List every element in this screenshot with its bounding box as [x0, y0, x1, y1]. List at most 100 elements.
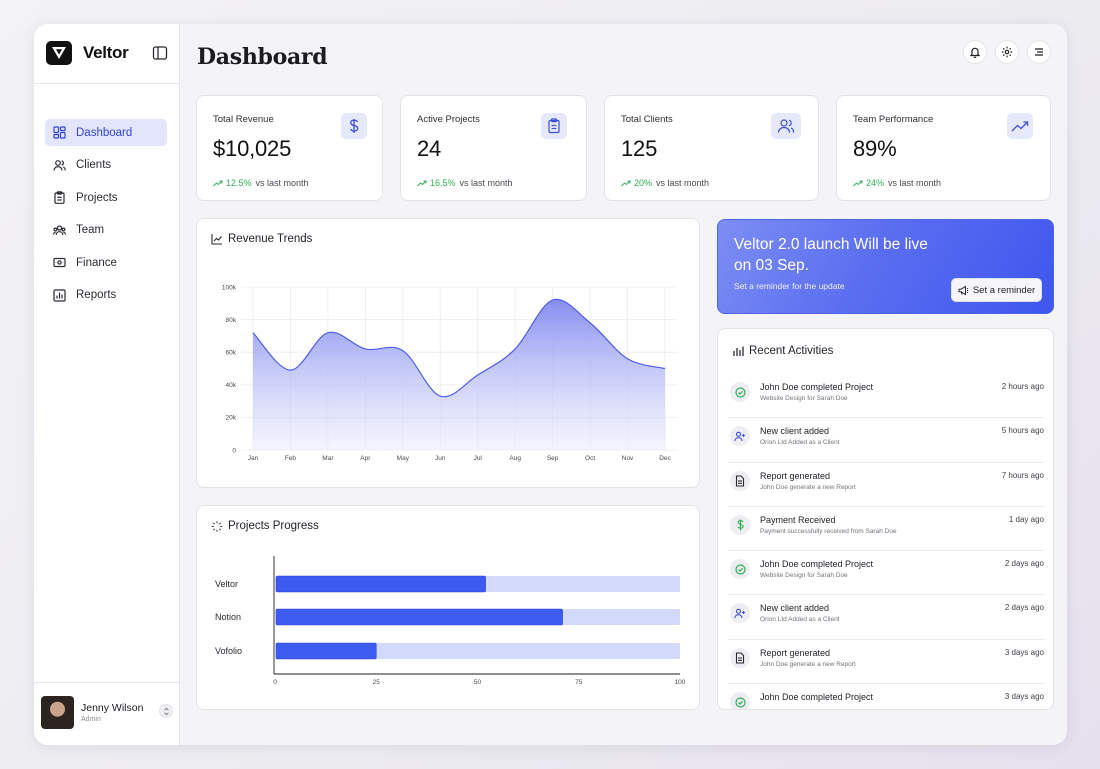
gear-icon[interactable]	[995, 40, 1019, 64]
brand-logo-icon	[46, 41, 72, 65]
user-name: Jenny Wilson	[81, 701, 144, 714]
sidebar-item-projects[interactable]: Projects	[45, 184, 167, 211]
sidebar-item-reports[interactable]: Reports	[45, 282, 167, 309]
x-tick-label: Mar	[322, 455, 334, 462]
brand[interactable]: Veltor	[46, 40, 129, 66]
check-circle-icon	[730, 692, 750, 709]
sidebar-item-finance[interactable]: Finance	[45, 249, 167, 276]
progress-bar[interactable]	[275, 575, 486, 593]
trending-up-icon	[213, 180, 223, 186]
progress-title: Projects Progress	[228, 520, 319, 532]
trending-up-icon	[417, 180, 427, 186]
x-tick-label: Apr	[360, 455, 371, 462]
chevron-updown-icon[interactable]	[159, 704, 173, 718]
y-tick-label: 20k	[226, 415, 237, 422]
sidebar-nav: Dashboard Clients Projects Team	[45, 119, 167, 314]
progress-bar[interactable]	[275, 608, 563, 626]
activity-item[interactable]: John Doe completed Project 3 days ago	[728, 684, 1044, 709]
stat-delta: 12.5% vs last month	[213, 178, 309, 188]
stat-label: Total Revenue	[213, 114, 274, 125]
activity-time: 3 days ago	[1004, 692, 1044, 702]
sidebar-item-team[interactable]: Team	[45, 217, 167, 244]
activity-item[interactable]: John Doe completed Project Website Design…	[728, 374, 1044, 419]
stat-card-revenue: Total Revenue $10,025 12.5% vs last mont…	[196, 95, 383, 201]
activity-title: John Doe completed Project	[760, 382, 874, 392]
activity-item[interactable]: Report generated John Doe generate a new …	[728, 463, 1044, 507]
activity-time: 7 hours ago	[1001, 470, 1044, 480]
x-tick-label: Nov	[622, 455, 634, 462]
activity-subtitle: Orion Ltd Added as a Client	[760, 439, 840, 447]
activity-list: John Doe completed Project Website Design…	[728, 374, 1044, 709]
activity-item[interactable]: John Doe completed Project Website Design…	[728, 551, 1044, 596]
x-tick-label: Dec	[659, 455, 671, 462]
dollar-icon	[730, 514, 750, 535]
sidebar-item-label: Projects	[76, 191, 118, 204]
check-circle-icon	[730, 382, 750, 402]
revenue-trends-panel: Revenue Trends 0 20k 40k 60k 80k 100k Jan Feb Ma…	[196, 218, 700, 488]
activity-item[interactable]: Report generated John Doe generate a new …	[728, 640, 1044, 685]
activity-title: Report generated	[760, 470, 831, 481]
x-tick-label: Feb	[285, 455, 297, 462]
launch-banner: Veltor 2.0 launch Will be live on 03 Sep…	[717, 219, 1054, 314]
file-icon	[730, 647, 750, 668]
sidebar-item-label: Team	[76, 224, 105, 236]
set-reminder-button[interactable]: Set a reminder	[951, 278, 1042, 302]
activity-item[interactable]: Payment Received Payment successfully rec…	[728, 507, 1044, 552]
activity-time: 5 hours ago	[1001, 426, 1044, 436]
check-circle-icon	[730, 559, 750, 580]
panel-title: Projects Progress	[211, 520, 319, 532]
activity-time: 2 days ago	[1004, 559, 1044, 569]
stat-card-projects: Active Projects 24 16.5% vs last month	[400, 95, 587, 201]
y-tick-label: 80k	[226, 317, 237, 324]
activity-time: 1 day ago	[1008, 514, 1044, 524]
stat-label: Active Projects	[417, 114, 480, 125]
loader-icon	[211, 520, 223, 532]
app-window: Veltor Dashboard Clients	[34, 24, 1067, 745]
banner-subtitle: Set a reminder for the update	[734, 281, 845, 291]
bell-icon[interactable]	[963, 40, 987, 64]
projects-bar-chart: Veltor Notion Vofolio 0 25 50 75 100	[215, 556, 686, 686]
revenue-area-chart: 0 20k 40k 60k 80k 100k Jan Feb Mar Apr May Jun Jul Au…	[222, 284, 677, 462]
stat-value: 89%	[853, 136, 897, 161]
activity-time: 2 days ago	[1004, 603, 1044, 613]
activity-subtitle: Payment successfully received from Sarah…	[760, 527, 897, 535]
activity-time: 2 hours ago	[1001, 382, 1044, 391]
trending-up-icon	[621, 180, 631, 186]
x-tick-label: Aug	[509, 455, 521, 462]
stat-value: 125	[621, 136, 658, 161]
activity-time: 3 days ago	[1004, 647, 1044, 657]
wallet-icon	[53, 256, 66, 269]
revenue-area	[253, 299, 665, 450]
bar-chart-icon	[53, 288, 66, 302]
menu-icon[interactable]	[1027, 40, 1051, 64]
activity-subtitle: John Doe generate a new Report	[760, 660, 856, 668]
stat-delta: 24% vs last month	[853, 178, 941, 188]
activity-item[interactable]: New client added Orion Ltd Added as a Cli…	[728, 595, 1044, 640]
sidebar-item-label: Clients	[76, 159, 112, 171]
activity-item[interactable]: New client added Orion Ltd Added as a Cli…	[728, 418, 1044, 463]
sidebar-divider	[34, 83, 180, 84]
page-title: Dashboard	[197, 44, 328, 70]
stat-value: $10,025	[213, 136, 292, 161]
sidebar-item-dashboard[interactable]: Dashboard	[45, 119, 167, 146]
sidebar-item-clients[interactable]: Clients	[45, 152, 167, 179]
sidebar-item-label: Finance	[76, 256, 117, 269]
x-tick-label: 25	[373, 679, 381, 686]
user-profile[interactable]: Jenny Wilson Admin	[41, 695, 173, 729]
x-tick-label: 0	[273, 679, 277, 686]
x-tick-label: Oct	[585, 455, 595, 462]
activity-title: Report generated	[760, 647, 831, 658]
y-tick-label: 0	[232, 447, 236, 454]
activity-title: New client added	[760, 426, 830, 437]
progress-bar[interactable]	[275, 642, 377, 660]
x-tick-label: 100	[675, 679, 686, 686]
clipboard-icon	[541, 113, 567, 139]
x-tick-label: 50	[474, 679, 482, 686]
y-tick-label: 100k	[222, 284, 237, 291]
sidebar-item-label: Reports	[76, 289, 117, 301]
users-icon	[53, 159, 66, 172]
activity-subtitle: Website Design for Sarah Doe	[760, 572, 848, 580]
panel-title: Recent Activities	[732, 345, 833, 357]
sidebar-collapse-icon[interactable]	[152, 45, 168, 61]
team-icon	[53, 224, 66, 237]
